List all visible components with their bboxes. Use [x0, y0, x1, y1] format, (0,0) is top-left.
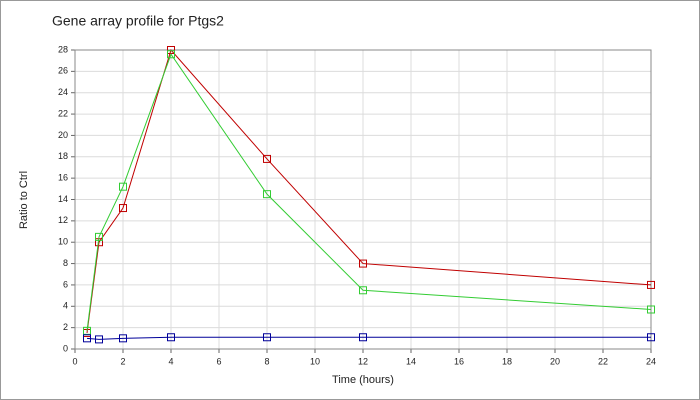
y-tick-label: 10 — [58, 237, 68, 247]
x-tick-label: 24 — [646, 356, 656, 366]
y-tick-label: 6 — [63, 279, 68, 289]
series-line — [86, 336, 651, 340]
data-point — [647, 280, 655, 289]
data-point — [119, 334, 127, 343]
y-tick-label: 16 — [58, 173, 68, 183]
data-point — [263, 154, 271, 163]
y-tick-label: 2 — [63, 322, 68, 332]
x-tick-label: 2 — [120, 356, 125, 366]
y-tick-label: 22 — [58, 108, 68, 118]
x-tick-label: 8 — [264, 356, 269, 366]
x-tick-label: 18 — [502, 356, 512, 366]
y-axis-label: Ratio to Ctrl — [18, 171, 30, 229]
y-tick-label: 8 — [63, 258, 68, 268]
data-point — [647, 333, 655, 342]
plot-border — [74, 49, 652, 350]
x-tick-label: 16 — [454, 356, 464, 366]
y-tick-label: 26 — [58, 66, 68, 76]
y-tick-label: 14 — [58, 194, 68, 204]
y-tick-label: 28 — [58, 44, 68, 54]
y-tick-label: 4 — [63, 301, 68, 311]
y-tick-label: 24 — [58, 87, 68, 97]
data-point — [359, 259, 367, 268]
x-tick-label: 14 — [406, 356, 416, 366]
x-tick-label: 10 — [310, 356, 320, 366]
data-point — [263, 333, 271, 342]
data-point — [263, 190, 271, 199]
x-tick-label: 20 — [550, 356, 560, 366]
data-point — [83, 334, 91, 343]
x-tick-label: 22 — [598, 356, 608, 366]
series-line — [86, 53, 652, 331]
x-tick-label: 4 — [168, 356, 173, 366]
data-point — [95, 335, 103, 344]
chart-title: Gene array profile for Ptgs2 — [52, 13, 224, 29]
data-point — [359, 333, 367, 342]
x-tick-label: 6 — [216, 356, 221, 366]
series-line — [86, 48, 652, 334]
x-tick-label: 0 — [72, 356, 77, 366]
y-tick-label: 0 — [63, 343, 68, 353]
y-tick-label: 20 — [58, 130, 68, 140]
data-point — [167, 333, 175, 342]
x-axis-label: Time (hours) — [332, 374, 394, 386]
data-point — [119, 204, 127, 213]
x-tick-label: 12 — [358, 356, 368, 366]
data-point — [95, 232, 103, 241]
y-tick-label: 18 — [58, 151, 68, 161]
data-point — [167, 50, 175, 59]
data-point — [119, 182, 127, 191]
data-point — [359, 286, 367, 295]
y-tick-label: 12 — [58, 215, 68, 225]
data-point — [647, 305, 655, 314]
